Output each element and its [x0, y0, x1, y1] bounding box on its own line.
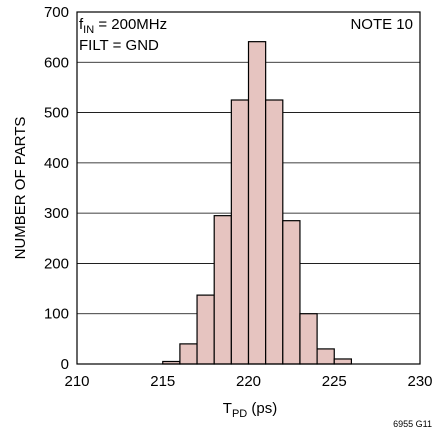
y-tick-300: 300 — [44, 205, 69, 222]
bar-216 — [179, 343, 198, 365]
y-tick-500: 500 — [44, 105, 69, 122]
y-tick-600: 600 — [44, 54, 69, 71]
bar-222 — [282, 220, 301, 365]
bar-219 — [230, 99, 250, 365]
note-label: NOTE 10 — [350, 16, 413, 33]
figure-code: 6955 G11 — [393, 419, 432, 429]
y-tick-100: 100 — [44, 306, 69, 323]
bar-217 — [196, 294, 215, 365]
histogram-bars — [162, 41, 352, 365]
x-tick-230: 230 — [407, 373, 432, 390]
x-tick-225: 225 — [322, 373, 347, 390]
y-tick-700: 700 — [44, 4, 69, 21]
condition-filt: FILT = GND — [79, 37, 159, 54]
x-tick-labels: 210 215 220 225 230 — [64, 373, 432, 390]
x-tick-215: 215 — [150, 373, 175, 390]
x-tick-220: 220 — [236, 373, 261, 390]
bar-225 — [333, 358, 352, 365]
bar-221 — [265, 99, 284, 365]
y-tick-200: 200 — [44, 255, 69, 272]
bar-220 — [247, 41, 267, 365]
plot-frame — [76, 11, 421, 365]
bar-218 — [213, 215, 232, 365]
y-tick-400: 400 — [44, 155, 69, 172]
condition-frequency: fIN = 200MHz — [79, 16, 167, 36]
bar-223 — [299, 313, 318, 365]
x-tick-210: 210 — [64, 373, 89, 390]
y-tick-0: 0 — [61, 356, 69, 373]
y-axis-label: NUMBER OF PARTS — [12, 117, 29, 260]
y-tick-labels: 0 100 200 300 400 500 600 700 — [44, 4, 69, 373]
x-axis-label: TPD (ps) — [223, 400, 277, 420]
bar-224 — [316, 348, 335, 365]
